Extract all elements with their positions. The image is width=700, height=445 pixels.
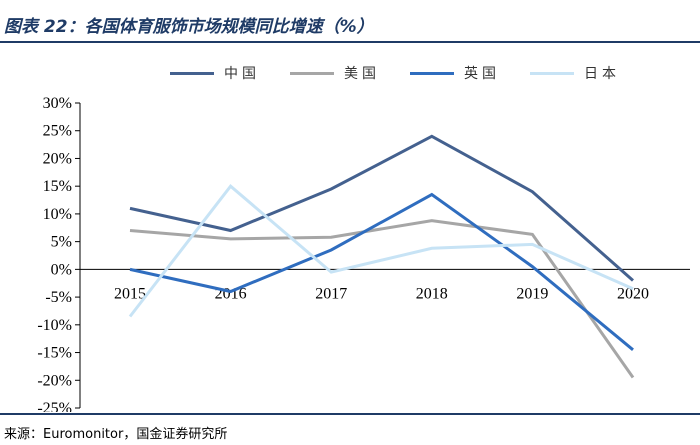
chart-title: 图表 22：各国体育服饰市场规模同比增速（%） xyxy=(4,17,374,37)
y-tick-label: 10% xyxy=(43,206,72,223)
legend-item-3: 日本 xyxy=(530,63,620,83)
y-tick-label: -25% xyxy=(37,400,72,412)
series-line-2 xyxy=(129,192,634,351)
y-tick-label: 5% xyxy=(51,234,72,251)
y-tick-label: -10% xyxy=(37,317,72,334)
legend: 中国 美国 英国 日本 xyxy=(170,60,616,86)
bottom-rule xyxy=(0,413,700,415)
title-rule xyxy=(0,41,700,43)
y-tick-label: 15% xyxy=(43,178,72,195)
x-tick-label: 2019 xyxy=(516,285,548,302)
x-tick-label: 2017 xyxy=(315,285,347,302)
line-chart: 30% 25% 20% 15% 10% 5% 0% -5% -10% -15% -20% -25% 20… xyxy=(37,95,690,412)
y-tick-label: 30% xyxy=(43,95,72,112)
series-line-3 xyxy=(128,184,634,318)
y-tick-label: 0% xyxy=(51,261,72,278)
series-line-1 xyxy=(129,219,635,379)
x-tick-label: 2015 xyxy=(114,285,146,302)
legend-item-0: 中国 xyxy=(170,63,260,83)
y-tick-label: 20% xyxy=(43,150,72,167)
series-line-0 xyxy=(129,134,634,282)
legend-label: 日本 xyxy=(584,66,620,82)
legend-label: 中国 xyxy=(224,66,260,82)
y-tick-label: 25% xyxy=(43,123,72,140)
y-tick-label: -15% xyxy=(37,345,72,362)
legend-item-1: 美国 xyxy=(290,63,380,83)
legend-swatch xyxy=(170,71,214,75)
source-note: 来源：Euromonitor，国金证券研究所 xyxy=(4,427,228,442)
legend-label: 英国 xyxy=(464,66,500,82)
legend-swatch xyxy=(290,71,334,75)
y-tick-label: -20% xyxy=(37,372,72,389)
legend-swatch xyxy=(530,71,574,75)
legend-item-2: 英国 xyxy=(410,63,500,83)
x-tick-label: 2018 xyxy=(416,285,448,302)
y-tick-label: -5% xyxy=(45,289,72,306)
legend-label: 美国 xyxy=(344,66,380,82)
x-tick-label: 2020 xyxy=(617,285,649,302)
legend-swatch xyxy=(410,71,454,75)
